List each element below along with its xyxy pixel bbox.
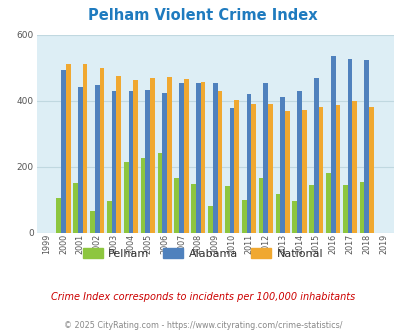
Bar [133, 80, 138, 233]
Bar [162, 93, 166, 233]
Bar [335, 105, 339, 233]
Bar [183, 79, 188, 233]
Bar [208, 206, 212, 233]
Bar [191, 184, 196, 233]
Bar [368, 107, 373, 233]
Bar [267, 104, 272, 233]
Bar [342, 185, 347, 233]
Bar [107, 201, 111, 233]
Text: Pelham Violent Crime Index: Pelham Violent Crime Index [88, 8, 317, 23]
Bar [263, 83, 267, 233]
Bar [179, 83, 183, 233]
Bar [318, 107, 322, 233]
Bar [145, 90, 150, 233]
Bar [301, 110, 306, 233]
Bar [128, 91, 133, 233]
Bar [99, 68, 104, 233]
Bar [296, 91, 301, 233]
Bar [200, 82, 205, 233]
Bar [279, 97, 284, 233]
Bar [325, 173, 330, 233]
Bar [241, 200, 246, 233]
Bar [73, 183, 78, 233]
Bar [217, 91, 222, 233]
Bar [347, 59, 352, 233]
Bar [258, 178, 263, 233]
Bar [83, 64, 87, 233]
Bar [116, 76, 121, 233]
Bar [150, 78, 154, 233]
Bar [275, 194, 279, 233]
Bar [78, 87, 83, 233]
Bar [166, 77, 171, 233]
Text: © 2025 CityRating.com - https://www.cityrating.com/crime-statistics/: © 2025 CityRating.com - https://www.city… [64, 321, 341, 330]
Bar [66, 64, 70, 233]
Bar [95, 85, 99, 233]
Bar [234, 100, 239, 233]
Bar [352, 101, 356, 233]
Bar [284, 111, 289, 233]
Bar [196, 83, 200, 233]
Bar [111, 91, 116, 233]
Bar [90, 211, 95, 233]
Bar [157, 153, 162, 233]
Bar [224, 186, 229, 233]
Bar [212, 83, 217, 233]
Legend: Pelham, Alabama, National: Pelham, Alabama, National [78, 244, 327, 263]
Bar [124, 162, 128, 233]
Bar [229, 108, 234, 233]
Bar [61, 70, 66, 233]
Bar [141, 158, 145, 233]
Bar [292, 201, 296, 233]
Bar [330, 56, 335, 233]
Bar [359, 182, 364, 233]
Bar [246, 94, 251, 233]
Bar [364, 60, 368, 233]
Bar [174, 178, 179, 233]
Bar [309, 185, 313, 233]
Bar [56, 198, 61, 233]
Bar [251, 104, 255, 233]
Bar [313, 78, 318, 233]
Text: Crime Index corresponds to incidents per 100,000 inhabitants: Crime Index corresponds to incidents per… [51, 292, 354, 302]
